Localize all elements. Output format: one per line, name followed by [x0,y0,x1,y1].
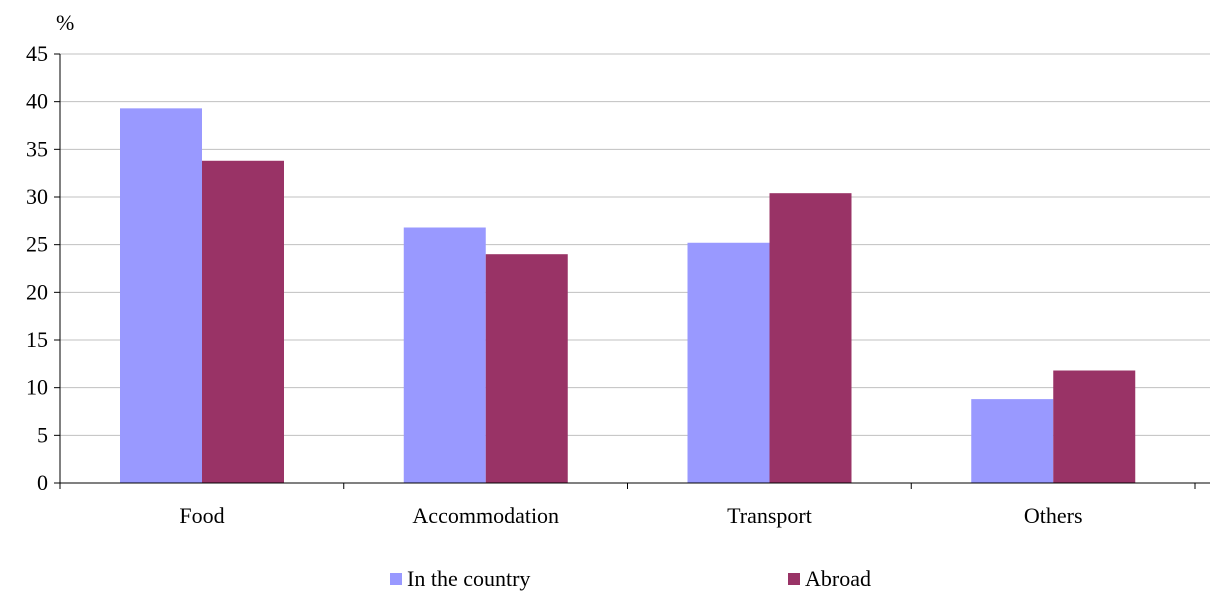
x-category-label: Others [1024,503,1083,528]
y-tick-label: 5 [37,422,48,447]
bar-abroad-accommodation [485,254,568,483]
x-category-label: Transport [727,503,812,528]
x-category-label: Accommodation [412,503,559,528]
axes [59,54,1210,489]
legend-swatch-in-the-country [390,573,402,585]
y-tick-label: 35 [26,136,48,161]
bar-in-the-country-transport [687,242,770,483]
x-category-label: Food [179,503,224,528]
bar-in-the-country-food [120,108,202,483]
legend-label-abroad: Abroad [805,566,871,591]
legend-swatch-abroad [788,573,800,585]
bar-abroad-transport [769,193,852,484]
y-tick-label: 25 [26,232,48,257]
bar-abroad-food [202,160,284,484]
bar-in-the-country-accommodation [403,227,486,483]
y-tick-label: 45 [26,41,48,66]
y-tick-label: 30 [26,184,48,209]
y-tick-label: 40 [26,89,48,114]
legend-item-abroad: Abroad [788,568,871,590]
bar-abroad-others [1053,370,1136,483]
y-tick-label: 15 [26,327,48,352]
y-axis-ticks: 0 5 10 15 20 25 30 35 40 45 [26,41,60,495]
y-axis-unit-label: % [56,10,74,35]
bar-in-the-country-others [971,399,1054,483]
y-tick-label: 20 [26,279,48,304]
legend-label-in-the-country: In the country [407,566,531,591]
legend-item-in-the-country: In the country [390,568,530,590]
y-tick-label: 0 [37,470,48,495]
bar-chart: % 0 5 10 15 20 25 30 35 40 45 Food Accommodation Tr… [26,10,1210,528]
legend: In the country Abroad [0,568,1210,593]
y-tick-label: 10 [26,375,48,400]
bars [120,108,1136,484]
x-axis-category-labels: Food Accommodation Transport Others [179,503,1082,528]
